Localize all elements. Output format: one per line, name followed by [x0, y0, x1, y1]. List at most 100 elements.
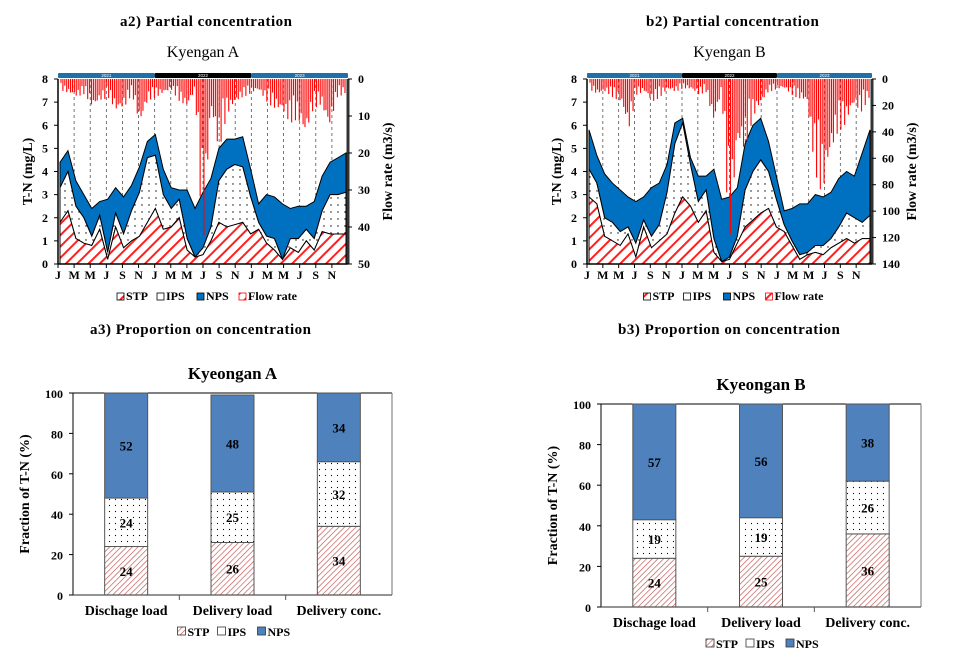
y2-tick-label: 80: [882, 178, 894, 192]
x-category-label: Delivery load: [193, 604, 273, 619]
y2-tick-label: 10: [358, 109, 370, 123]
year-band-2023: [251, 73, 348, 78]
bar-ips: [316, 461, 361, 527]
bar-ips: [210, 491, 255, 543]
data-label: 34: [332, 420, 346, 435]
y2-tick-label: 30: [358, 183, 370, 197]
legend-label: NPS: [733, 289, 756, 303]
data-label: 34: [332, 554, 346, 569]
year-label: 2023: [295, 73, 306, 78]
year-band-2023: [777, 73, 872, 78]
legend-swatch-nps: [785, 638, 795, 648]
x-tick-label: J: [200, 268, 206, 282]
y-tick-label: 0: [57, 589, 63, 603]
x-tick-label: S: [742, 268, 749, 282]
y2-tick-label: 40: [358, 220, 370, 234]
y-tick-label: 5: [42, 141, 48, 155]
legend-swatch-nps: [723, 292, 731, 301]
legend-label: STP: [716, 637, 738, 651]
x-tick-label: J: [297, 268, 303, 282]
legend-label: STP: [653, 289, 675, 303]
legend-swatch-ips: [156, 292, 165, 301]
data-label: 48: [226, 437, 240, 452]
y-axis-label: T-N (mg/L): [21, 137, 36, 205]
data-label: 25: [226, 510, 240, 525]
y-tick-label: 1: [571, 234, 577, 248]
legend-swatch-nps: [257, 626, 266, 636]
bar-nps: [845, 403, 890, 482]
data-label: 24: [648, 576, 662, 591]
y-tick-label: 60: [579, 479, 591, 493]
x-tick-label: M: [262, 268, 273, 282]
x-tick-label: J: [584, 268, 590, 282]
legend-label: IPS: [693, 289, 712, 303]
y-tick-label: 3: [571, 188, 577, 202]
data-label: 36: [861, 563, 875, 578]
legend-swatch-stp: [116, 292, 125, 301]
x-category-label: Dischage load: [85, 604, 168, 619]
y-tick-label: 20: [51, 549, 63, 563]
legend-swatch-flow-rate: [765, 292, 773, 301]
data-label: 38: [861, 436, 875, 451]
panel-title-a3: a3) Proportion on concentration: [90, 322, 312, 338]
chart-title: Kyeongan A: [188, 364, 278, 383]
y-tick-label: 8: [42, 72, 48, 86]
x-tick-label: S: [312, 268, 319, 282]
y-tick-label: 3: [42, 188, 48, 202]
y-tick-label: 2: [42, 211, 48, 225]
bar-ips: [632, 519, 677, 559]
x-tick-label: J: [822, 268, 828, 282]
y2-tick-label: 120: [882, 231, 900, 245]
legend-swatch-ips: [217, 626, 226, 636]
bar-ips: [739, 517, 783, 557]
x-tick-label: S: [837, 268, 844, 282]
y-tick-label: 40: [579, 520, 591, 534]
x-tick-label: J: [727, 268, 733, 282]
data-label: 56: [755, 454, 769, 469]
y-tick-label: 100: [45, 387, 63, 401]
x-tick-label: S: [216, 268, 223, 282]
year-band-2021: [587, 73, 682, 78]
legend-label: Flow rate: [775, 289, 825, 303]
legend-label: NPS: [268, 625, 291, 639]
bar-nps: [316, 392, 361, 463]
data-label: 25: [755, 575, 769, 590]
y-tick-label: 80: [579, 439, 591, 453]
x-tick-label: M: [68, 268, 79, 282]
y-tick-label: 0: [585, 601, 591, 615]
legend-swatch-stp: [177, 626, 186, 636]
data-label: 19: [755, 530, 769, 545]
x-tick-label: S: [647, 268, 654, 282]
data-label: 19: [648, 532, 662, 547]
data-label: 24: [120, 564, 134, 579]
legend-swatch-flow-rate: [238, 292, 247, 301]
bar-nps: [104, 392, 149, 499]
x-tick-label: N: [662, 268, 671, 282]
x-tick-label: J: [103, 268, 109, 282]
y2-tick-label: 100: [882, 204, 900, 218]
y-axis-label: Fraction of T-N (%): [546, 445, 561, 565]
data-label: 57: [648, 455, 662, 470]
bar-nps: [739, 403, 783, 519]
legend-label: Flow rate: [248, 289, 298, 303]
bar-stp: [739, 555, 783, 608]
y2-tick-label: 50: [358, 257, 370, 271]
x-tick-label: M: [803, 268, 814, 282]
legend-label: IPS: [756, 637, 775, 651]
x-tick-label: M: [597, 268, 608, 282]
y2-tick-label: 0: [358, 72, 364, 86]
x-category-label: Delivery load: [721, 616, 801, 631]
legend-swatch-stp: [643, 292, 651, 301]
year-label: 2021: [101, 73, 112, 78]
y-tick-label: 20: [579, 560, 591, 574]
year-label: 2021: [629, 73, 640, 78]
x-tick-label: J: [774, 268, 780, 282]
x-tick-label: J: [679, 268, 685, 282]
panel-title-a2: a2) Partial concentration: [120, 14, 293, 30]
y-tick-label: 80: [51, 427, 63, 441]
y-tick-label: 6: [42, 118, 48, 132]
panel-title-b2: b2) Partial concentration: [646, 14, 820, 30]
y2-tick-label: 40: [882, 125, 894, 139]
y-tick-label: 5: [571, 141, 577, 155]
